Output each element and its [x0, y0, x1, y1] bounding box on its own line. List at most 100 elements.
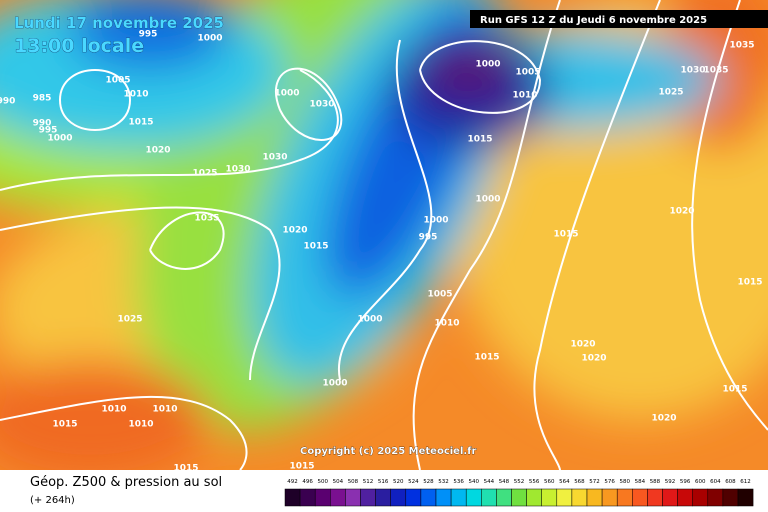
scale-label: 572: [589, 479, 600, 485]
scale-swatch: [284, 488, 301, 507]
isobar-label: 1000: [423, 216, 448, 226]
isobar-label: 1030: [225, 165, 250, 175]
scale-swatch: [737, 488, 754, 507]
scale-swatch: [707, 488, 724, 507]
scale-swatch: [390, 488, 407, 507]
scale-label: 584: [635, 479, 646, 485]
isobar-label: 1000: [475, 60, 500, 70]
scale-label: 492: [287, 479, 298, 485]
isobar-label: 1005: [515, 68, 540, 78]
scale-label: 536: [453, 479, 464, 485]
isobar-label: 990: [33, 119, 52, 129]
scale-label: 496: [302, 479, 313, 485]
isobar-label: 1005: [427, 290, 452, 300]
isobar-label: 1030: [309, 100, 334, 110]
isobar-label: 1010: [434, 319, 459, 329]
scale-label: 504: [333, 479, 344, 485]
scale-label: 580: [620, 479, 631, 485]
scale-swatch: [662, 488, 678, 507]
scale-swatch: [435, 488, 452, 507]
isobar-label: 1025: [117, 315, 142, 325]
scale-label: 548: [499, 479, 510, 485]
scale-swatch: [571, 488, 588, 507]
isobar-label: 1020: [282, 226, 307, 236]
map: [0, 0, 768, 470]
scale-label: 520: [393, 479, 404, 485]
run-box: [470, 10, 768, 28]
isobar-label: 1005: [105, 76, 130, 86]
scale-swatch: [692, 488, 709, 507]
isobar-label: 995: [419, 233, 438, 243]
isobar-label: 1000: [475, 195, 500, 205]
isobar-label: 1020: [570, 340, 595, 350]
isobar-label: 1020: [651, 414, 676, 424]
isobar-label: 1020: [669, 207, 694, 217]
scale-swatch: [481, 488, 497, 507]
scale-label: 556: [529, 479, 540, 485]
isobar-label: 1010: [123, 90, 148, 100]
legend-title: Géop. Z500 & pression au sol: [30, 475, 222, 490]
isobar-label: 1010: [512, 91, 537, 101]
scale-swatch: [722, 488, 739, 507]
scale-swatch: [541, 488, 558, 507]
scale-label: 508: [348, 479, 359, 485]
scale-label: 592: [665, 479, 676, 485]
scale-label: 608: [725, 479, 736, 485]
scale-swatch: [511, 488, 527, 507]
isobar-label: 985: [33, 94, 52, 104]
scale-swatch: [526, 488, 542, 507]
scale-swatch: [601, 488, 618, 507]
isobar-label: 1020: [145, 146, 170, 156]
isobar-label: 1015: [467, 135, 492, 145]
isobar-label: 1020: [581, 354, 606, 364]
scale-label: 568: [574, 479, 585, 485]
isobar-label: 1015: [289, 462, 314, 472]
isobar-label: 1035: [194, 214, 219, 224]
scale-swatch: [330, 488, 346, 507]
scale-label: 612: [740, 479, 751, 485]
scale-label: 564: [559, 479, 570, 485]
scale-swatch: [616, 488, 633, 507]
scale-label: 516: [378, 479, 389, 485]
isobar-label: 1015: [173, 464, 198, 474]
scale-swatch: [314, 488, 331, 507]
isobar-label: 1015: [553, 230, 578, 240]
scale-swatch: [556, 488, 573, 507]
scale-swatch: [405, 488, 422, 507]
scale-swatch: [375, 488, 391, 507]
scale-swatch: [677, 488, 693, 507]
isobar-label: 1000: [47, 134, 72, 144]
scale-label: 588: [650, 479, 661, 485]
scale-swatch: [299, 488, 316, 507]
isobar-label: 1010: [128, 420, 153, 430]
isobar-label: 1025: [192, 169, 217, 179]
isobar-label: 995: [139, 30, 158, 40]
scale-swatch: [420, 488, 437, 507]
scale-label: 528: [423, 479, 434, 485]
scale-label: 604: [710, 479, 721, 485]
isobar-label: 1000: [322, 379, 347, 389]
isobar-label: 1025: [658, 88, 683, 98]
isobar-label: 1000: [357, 315, 382, 325]
legend-lead: (+ 264h): [30, 495, 75, 506]
isobar-label: 1015: [474, 353, 499, 363]
scale-swatch: [345, 488, 361, 507]
isobar-label: 1010: [101, 405, 126, 415]
isobar-label: 1000: [274, 89, 299, 99]
copyright: Copyright (c) 2025 Meteociel.fr: [300, 446, 477, 457]
scale-label: 540: [469, 479, 480, 485]
scale-label: 512: [363, 479, 374, 485]
isobar-label: 995: [39, 126, 58, 136]
date: Lundi 17 novembre 2025: [14, 14, 224, 32]
scale-label: 560: [544, 479, 555, 485]
isobar-label: 1015: [303, 242, 328, 252]
isobars: [0, 0, 768, 470]
scale-swatch: [632, 488, 648, 507]
scale-label: 576: [604, 479, 615, 485]
isobar-label: 1000: [197, 34, 222, 44]
scale-label: 600: [695, 479, 706, 485]
isobar-label: 1015: [128, 118, 153, 128]
isobar-label: 1030: [262, 153, 287, 163]
scale-label: 524: [408, 479, 419, 485]
time: 13:00 locale: [14, 35, 144, 57]
